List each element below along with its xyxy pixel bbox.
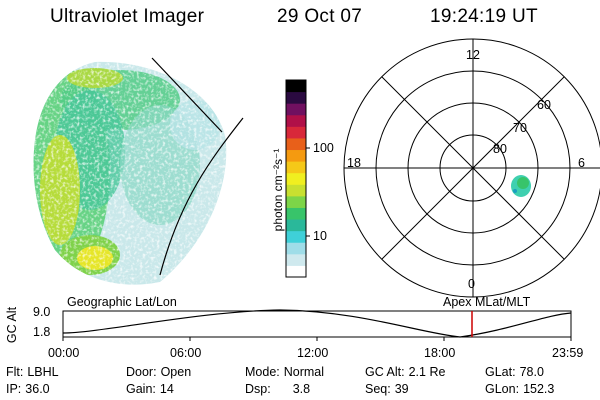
colorbar-band [286, 126, 306, 139]
instrument-title: Ultraviolet Imager [50, 6, 205, 27]
colorbar-band [286, 80, 306, 93]
colorbar-band [286, 253, 306, 266]
polar-lat-70: 70 [513, 121, 527, 135]
colorbar-band [286, 265, 306, 278]
polar-hour-18: 18 [347, 156, 361, 170]
info-gc-alt: GC Alt: 2.1 Re [365, 365, 446, 379]
info-door: Door: Open [126, 365, 192, 379]
colorbar-band [286, 207, 306, 220]
polar-blob [511, 175, 531, 197]
info-dsp: Dsp: 3.8 [245, 382, 311, 396]
colorbar-band [286, 195, 306, 208]
colorbar-band [286, 172, 306, 185]
info-gain: Gain: 14 [126, 382, 174, 396]
colorbar-band [286, 219, 306, 232]
colorbar [285, 79, 310, 278]
time-tick-1200: 12:00 [297, 346, 329, 360]
colorbar-tick-100: 100 [313, 141, 334, 155]
colorbar-band [286, 114, 306, 127]
time-tick-0600: 06:00 [170, 346, 202, 360]
info-ip: IP: 36.0 [6, 382, 50, 396]
colorbar-band [286, 242, 306, 255]
colorbar-band [286, 149, 306, 162]
polar-lat-60: 60 [537, 98, 551, 112]
time-tick-2359: 23:59 [552, 346, 584, 360]
colorbar-band [286, 230, 306, 243]
aurora-image [33, 61, 227, 285]
apex-title: Apex MLat/MLT [443, 295, 531, 309]
time-tick-0000: 00:00 [48, 346, 80, 360]
terminator-line [159, 117, 244, 276]
time-label: 19:24:19 UT [430, 6, 538, 27]
polar-hour-6: 6 [578, 156, 585, 170]
colorbar-band [286, 91, 306, 104]
info-glon: GLon: 152.3 [485, 382, 555, 396]
altitude-tick-low: 1.8 [33, 325, 51, 339]
time-tick-1800: 18:00 [424, 346, 456, 360]
polar-hour-0: 0 [468, 277, 475, 291]
colorbar-band [286, 161, 306, 174]
date-label: 29 Oct 07 [277, 6, 363, 27]
geographic-title: Geographic Lat/Lon [67, 295, 177, 309]
colorbar-band [286, 184, 306, 197]
colorbar-unit-label: photon cm⁻²s⁻¹ [271, 148, 285, 232]
altitude-plot [62, 309, 572, 341]
info-glat: GLat: 78.0 [485, 365, 544, 379]
info-seq: Seq: 39 [365, 382, 409, 396]
polar-hour-12: 12 [466, 48, 480, 62]
colorbar-tick-10: 10 [313, 229, 327, 243]
colorbar-band [286, 137, 306, 151]
info-mode: Mode: Normal [245, 365, 325, 379]
colorbar-band [286, 103, 306, 116]
polar-plot [343, 38, 600, 298]
limb-line [151, 57, 223, 133]
altitude-axis-label: GC Alt [5, 306, 19, 344]
altitude-tick-high: 9.0 [33, 305, 51, 319]
info-flt: Flt: LBHL [6, 365, 59, 379]
polar-lat-80: 80 [493, 142, 507, 156]
